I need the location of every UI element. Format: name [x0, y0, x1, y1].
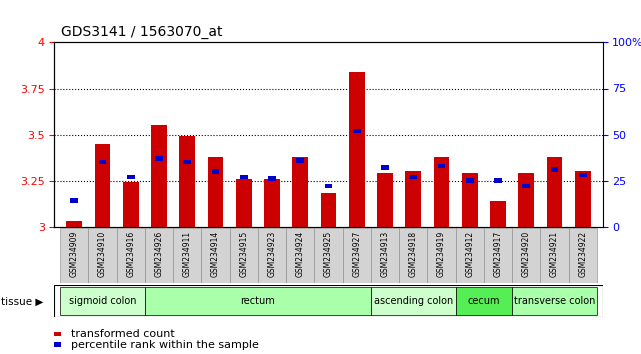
Text: GSM234921: GSM234921 [550, 231, 559, 277]
Text: sigmoid colon: sigmoid colon [69, 296, 137, 306]
Text: tissue ▶: tissue ▶ [1, 297, 44, 307]
Bar [434, 156, 449, 227]
Bar [95, 144, 110, 227]
Bar [179, 136, 195, 227]
Text: GSM234909: GSM234909 [70, 231, 79, 278]
Bar [268, 176, 276, 181]
Bar [71, 199, 78, 203]
Bar [519, 173, 534, 227]
Text: ascending colon: ascending colon [374, 296, 453, 306]
Text: GSM234925: GSM234925 [324, 231, 333, 277]
Bar [490, 201, 506, 227]
Text: GSM234916: GSM234916 [126, 231, 135, 277]
FancyBboxPatch shape [60, 228, 88, 283]
Bar [183, 160, 191, 165]
Text: GSM234920: GSM234920 [522, 231, 531, 277]
Text: percentile rank within the sample: percentile rank within the sample [71, 340, 258, 350]
FancyBboxPatch shape [60, 287, 145, 315]
Text: GSM234926: GSM234926 [154, 231, 163, 277]
Bar [349, 72, 365, 227]
Text: rectum: rectum [240, 296, 275, 306]
Bar [438, 164, 445, 168]
FancyBboxPatch shape [258, 228, 286, 283]
Text: GSM234912: GSM234912 [465, 231, 474, 277]
Bar [296, 158, 304, 162]
Text: GSM234910: GSM234910 [98, 231, 107, 277]
Bar [123, 182, 138, 227]
FancyBboxPatch shape [229, 228, 258, 283]
Bar [236, 179, 251, 227]
Text: transverse colon: transverse colon [514, 296, 595, 306]
Bar [151, 125, 167, 227]
FancyBboxPatch shape [512, 228, 540, 283]
Bar [353, 129, 361, 133]
FancyBboxPatch shape [173, 228, 201, 283]
Text: GDS3141 / 1563070_at: GDS3141 / 1563070_at [61, 25, 222, 39]
Bar [320, 193, 337, 227]
Text: GSM234917: GSM234917 [494, 231, 503, 277]
Text: GSM234911: GSM234911 [183, 231, 192, 277]
FancyBboxPatch shape [569, 228, 597, 283]
Bar [466, 178, 474, 183]
Text: GSM234913: GSM234913 [381, 231, 390, 277]
FancyBboxPatch shape [456, 228, 484, 283]
Text: cecum: cecum [468, 296, 500, 306]
Bar [410, 175, 417, 179]
Bar [240, 175, 247, 179]
FancyBboxPatch shape [371, 287, 456, 315]
Text: GSM234924: GSM234924 [296, 231, 304, 277]
Bar [264, 179, 279, 227]
FancyBboxPatch shape [54, 285, 603, 317]
FancyBboxPatch shape [428, 228, 456, 283]
Bar [378, 173, 393, 227]
Bar [381, 165, 389, 170]
Text: GSM234918: GSM234918 [409, 231, 418, 277]
FancyBboxPatch shape [484, 228, 512, 283]
FancyBboxPatch shape [343, 228, 371, 283]
Bar [462, 173, 478, 227]
FancyBboxPatch shape [540, 228, 569, 283]
Bar [127, 175, 135, 179]
Text: GSM234927: GSM234927 [353, 231, 362, 277]
Bar [579, 173, 587, 177]
Text: GSM234923: GSM234923 [267, 231, 276, 277]
FancyBboxPatch shape [88, 228, 117, 283]
Bar [547, 156, 562, 227]
Bar [212, 169, 219, 174]
Bar [155, 156, 163, 161]
FancyBboxPatch shape [512, 287, 597, 315]
Text: GSM234914: GSM234914 [211, 231, 220, 277]
FancyBboxPatch shape [286, 228, 314, 283]
Bar [406, 171, 421, 227]
Bar [99, 160, 106, 165]
Bar [292, 156, 308, 227]
FancyBboxPatch shape [145, 228, 173, 283]
Text: GSM234919: GSM234919 [437, 231, 446, 277]
FancyBboxPatch shape [399, 228, 428, 283]
FancyBboxPatch shape [117, 228, 145, 283]
FancyBboxPatch shape [145, 287, 371, 315]
Bar [67, 221, 82, 227]
Text: GSM234915: GSM234915 [239, 231, 248, 277]
Text: transformed count: transformed count [71, 329, 174, 339]
FancyBboxPatch shape [371, 228, 399, 283]
Bar [522, 184, 530, 188]
FancyBboxPatch shape [314, 228, 343, 283]
FancyBboxPatch shape [456, 287, 512, 315]
Bar [575, 171, 590, 227]
FancyBboxPatch shape [201, 228, 229, 283]
Text: GSM234922: GSM234922 [578, 231, 587, 277]
Bar [324, 184, 333, 188]
Bar [551, 167, 558, 172]
Bar [494, 178, 502, 183]
Bar [208, 156, 223, 227]
